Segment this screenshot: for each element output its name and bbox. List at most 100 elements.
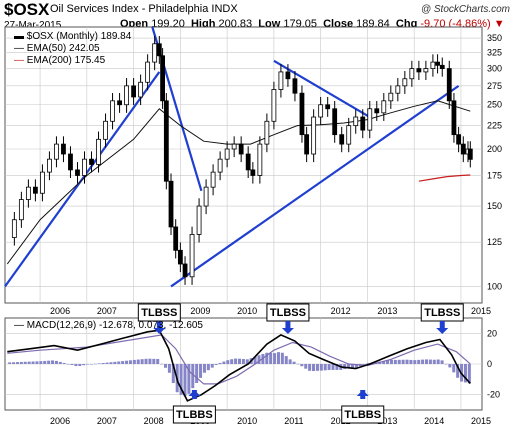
candle-body [311, 116, 317, 155]
histogram-bar [167, 364, 171, 373]
histogram-bar [409, 359, 413, 364]
histogram-bar [187, 364, 191, 394]
candle-body [152, 43, 158, 63]
candle-body [402, 78, 408, 87]
ema50-legend-label: EMA(50) 242.05 [26, 43, 100, 54]
histogram-bar [241, 359, 245, 364]
histogram-bar [222, 361, 226, 364]
histogram-bar [366, 363, 370, 364]
candle-body [346, 125, 352, 145]
histogram-bar [132, 359, 136, 364]
macd-tick-label: 0 [487, 359, 492, 369]
histogram-bar [136, 359, 140, 364]
candle-body [231, 143, 237, 150]
candle-body [446, 68, 452, 102]
histogram-bar [280, 352, 284, 364]
candle-body [124, 85, 129, 106]
histogram-bar [382, 361, 386, 364]
annotation-label: TLBBS [176, 409, 213, 421]
macd-x-tick-label: 2006 [50, 416, 70, 426]
histogram-bar [163, 364, 167, 368]
trendline [170, 84, 460, 288]
price-legend-label: $OSX (Monthly) 189.84 [26, 31, 132, 42]
histogram-bar [47, 360, 51, 364]
annotation-arrow-head [188, 390, 201, 396]
symbol-title: $OSX [4, 0, 50, 19]
histogram-bar [269, 353, 273, 364]
histogram-bar [323, 364, 327, 371]
stockcharts-credit[interactable]: @ StockCharts.com [420, 4, 510, 15]
histogram-bar [257, 355, 261, 364]
histogram-bar [82, 364, 86, 366]
histogram-bar [89, 364, 93, 365]
candle-body [423, 68, 429, 73]
histogram-bar [15, 362, 19, 364]
histogram-bar [308, 364, 312, 371]
macd-x-tick-label: 2007 [97, 416, 117, 426]
annotations: TLBSS TLBBS TLBSS TLBBS TLBSS [137, 303, 464, 424]
candle-body [54, 143, 59, 160]
histogram-bar [214, 364, 218, 366]
histogram-bar [424, 359, 428, 364]
histogram-bar [405, 359, 409, 364]
annotation-box [172, 405, 216, 424]
macd-x-tick-label: 2015 [471, 416, 491, 426]
histogram-bar [113, 361, 117, 364]
candle-body [61, 143, 66, 155]
price-tick-label: 100 [487, 281, 502, 291]
ema50-legend-swatch: — [14, 43, 24, 54]
histogram-bar [144, 358, 148, 364]
histogram-bar [31, 361, 35, 364]
candles [11, 35, 473, 285]
trendline [4, 71, 161, 288]
candle-body [318, 104, 324, 118]
histogram-bar [444, 363, 448, 365]
histogram-bar [315, 364, 319, 371]
histogram-bar [125, 360, 129, 364]
histogram-bar [226, 360, 230, 364]
histogram-bar [436, 359, 440, 364]
histogram-bar [327, 364, 331, 371]
macd-legend-swatch: — [14, 320, 24, 331]
price-tick-label: 175 [487, 170, 502, 180]
histogram-bar [101, 363, 105, 364]
candle-body [47, 158, 52, 173]
candle-body [203, 186, 209, 207]
histogram-bar [456, 364, 460, 378]
macd-x-tick-label: 2008 [144, 416, 164, 426]
candle-body [388, 92, 394, 102]
candle-body [138, 81, 144, 98]
histogram-bar [156, 358, 160, 364]
candle-body [304, 134, 310, 155]
histogram-bar [284, 356, 288, 364]
histogram-bar [273, 353, 277, 364]
annotation-arrow-head [153, 328, 166, 334]
histogram-bar [23, 361, 27, 364]
histogram-bar [117, 361, 121, 364]
legend-price: ▬ $OSX (Monthly) 189.84 [14, 31, 131, 42]
candle-body [110, 100, 115, 122]
histogram-bar [8, 362, 12, 364]
annotation-label: TLBSS [270, 307, 306, 319]
candle-body [177, 249, 183, 265]
ema-lines [6, 100, 471, 265]
annotation-arrow-shaft [156, 321, 162, 330]
candle-body [353, 116, 359, 127]
annotation-arrow-head [281, 328, 294, 334]
candle-body [173, 226, 179, 251]
histogram-bar [347, 364, 351, 368]
candle-body [238, 143, 244, 155]
histogram-bar [245, 359, 249, 364]
histogram-bar [300, 364, 304, 367]
candle-body [75, 169, 80, 176]
histogram-bar [191, 364, 195, 389]
histogram-bar [386, 360, 390, 364]
candle-body [156, 43, 162, 57]
histogram-bar [452, 364, 456, 373]
candle-body [451, 100, 457, 136]
histogram-bar [202, 364, 206, 373]
price-x-tick-label: 2015 [471, 306, 491, 316]
histogram-bar [234, 358, 238, 364]
macd-x-tick-label: 2010 [237, 416, 257, 426]
